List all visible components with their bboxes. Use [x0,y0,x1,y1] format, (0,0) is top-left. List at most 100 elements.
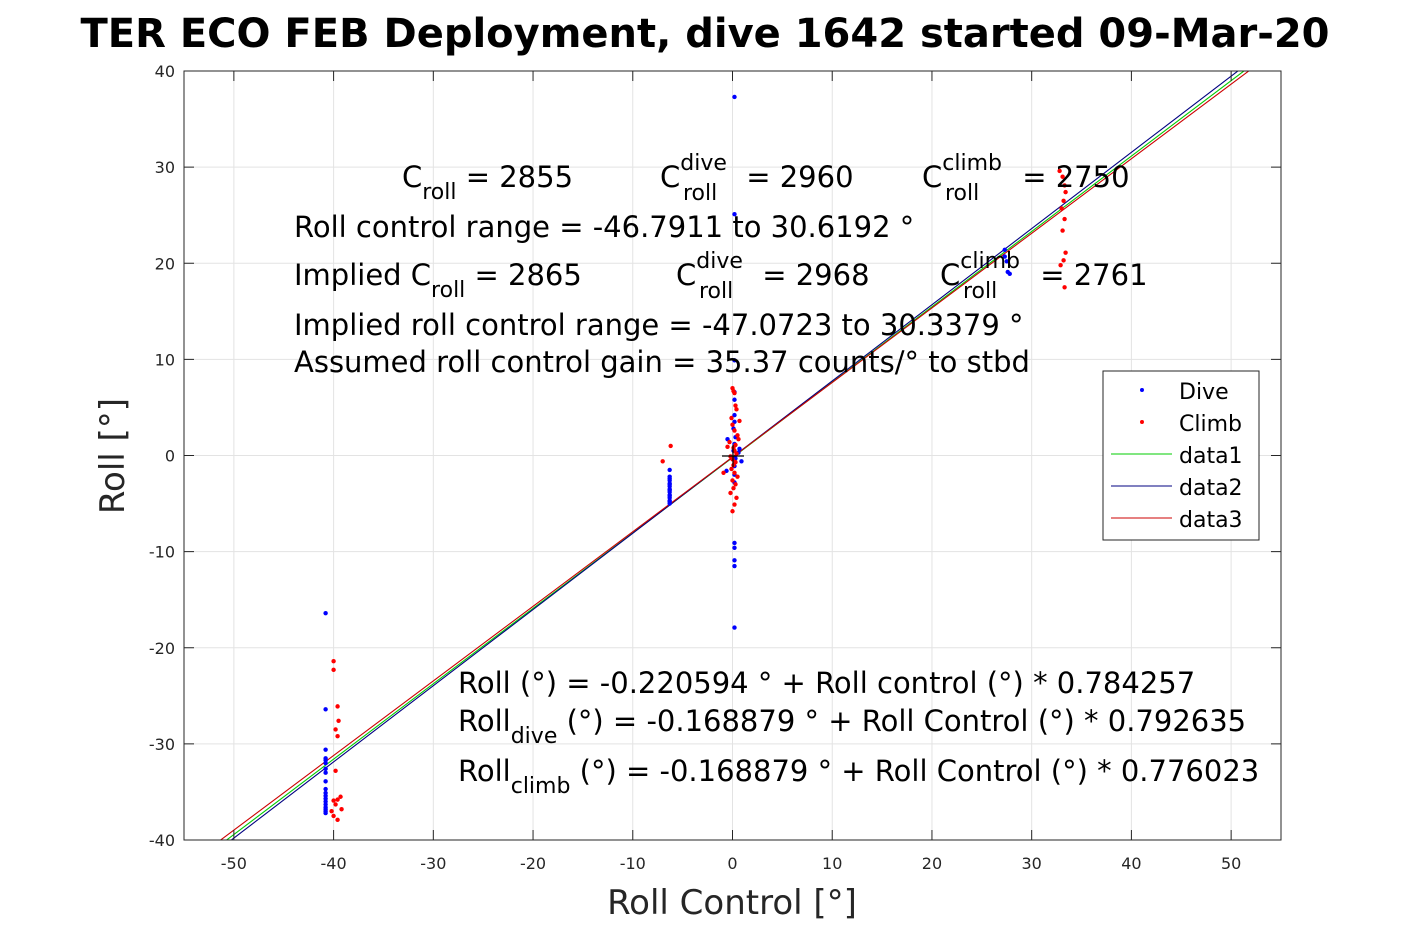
chart-title: TER ECO FEB Deployment, dive 1642 starte… [80,11,1329,57]
dive-point [732,545,737,550]
climb-point [335,817,340,823]
legend-entry-data2: data2 [1111,476,1243,501]
y-tick-label: 10 [155,350,175,369]
y-tick-label: -40 [149,831,175,850]
dive-point [323,810,328,816]
x-tick-label: -20 [520,854,546,873]
legend: Dive Climb data1 data2 data3 [1102,370,1260,541]
climb-point [331,667,336,673]
climb-point [335,733,340,739]
annotation-fit-dive: Rolldive (°) = -0.168879 ° + Roll Contro… [458,704,1246,749]
legend-entry-climb: Climb [1140,412,1242,437]
dive-point [732,358,737,363]
climb-point [734,407,739,412]
dive-point [667,487,672,493]
legend-label-dive: Dive [1179,380,1229,405]
annotation-range: Roll control range = -46.7911 to 30.6192… [294,210,914,244]
x-tick-label: 20 [922,854,942,873]
dive-point [1002,254,1007,259]
dive-point [323,786,328,792]
annotation-implied-range: Implied roll control range = -47.0723 to… [294,308,1024,342]
dive-point [667,499,672,504]
x-tick-label: -50 [221,854,247,873]
annotation-fit-climb: Rollclimb (°) = -0.168879 ° + Roll Contr… [458,754,1259,799]
x-tick-label: -40 [321,854,347,873]
dive-point [1004,259,1009,264]
climb-point [735,474,740,479]
legend-entry-data1: data1 [1111,444,1243,469]
climb-point [1063,250,1068,255]
legend-entry-dive: Dive [1140,380,1229,405]
climb-point [729,466,734,472]
y-tick-label: 30 [155,158,175,177]
climb-point [1062,183,1067,188]
climb-point [1062,216,1067,222]
dive-point [732,94,737,100]
climb-point [737,418,742,424]
climb-point [1059,206,1064,211]
dive-point [323,610,328,616]
climb-point [721,470,726,476]
climb-point [732,428,737,433]
x-axis-label: Roll Control [°] [607,883,857,923]
climb-point [1058,262,1063,268]
dive-point [732,212,737,217]
dive-point [732,558,737,563]
dive-point [739,459,744,464]
annotation-c-roll-climb: Cclimb roll = 2750 [922,151,1130,206]
climb-point [732,470,737,476]
climb-point [1060,228,1065,233]
climb-point [730,478,735,483]
climb-point [727,439,732,445]
x-tick-label: 0 [727,854,737,873]
y-tick-label: -30 [149,735,175,754]
y-tick-label: 40 [155,62,175,81]
climb-point [339,807,344,812]
climb-point [728,490,733,496]
dive-point [737,446,742,451]
climb-point [338,794,343,799]
dive-point [732,625,737,630]
x-tick-label: 30 [1022,854,1042,873]
climb-point [1063,189,1068,195]
x-tick-label: -10 [620,854,646,873]
tick-labels: -50 -40 -30 -20 -10 0 10 20 30 40 50 -40 -30 -20 -10 0 1… [149,62,1241,873]
dive-point [1007,271,1012,277]
climb-point [725,444,730,450]
climb-point [336,718,341,724]
legend-entry-data3: data3 [1111,508,1243,533]
climb-point [729,415,734,421]
dive-point [667,493,672,499]
climb-point [333,768,338,773]
climb-point [735,433,740,438]
annotation-fit-all: Roll (°) = -0.220594 ° + Roll control (°… [458,666,1195,700]
climb-point [333,727,338,732]
legend-marker-climb [1140,420,1144,424]
data-points [323,94,1068,823]
climb-point [1057,168,1062,174]
annotation-implied-c-roll: Implied Croll = 2865 [294,258,582,303]
dive-point [732,412,737,418]
climb-point [1062,285,1067,290]
y-axis-label: Roll [°] [93,398,133,514]
dive-point [732,563,737,569]
climb-point [668,443,673,449]
climb-point [329,808,334,814]
annotation-c-roll-dive: Cdive roll = 2960 [660,151,854,206]
annotation-implied-c-climb: Cclimb roll = 2761 [940,249,1148,304]
climb-point [333,802,338,807]
climb-point [335,797,340,802]
dive-point [1002,247,1007,252]
climb-point [734,495,739,500]
dive-point [667,467,672,473]
legend-label-climb: Climb [1179,412,1242,437]
climb-point [1060,174,1065,179]
legend-label-data1: data1 [1179,444,1243,469]
climb-point [734,451,739,456]
axis-ticks [184,70,1281,841]
climb-point [730,422,735,427]
climb-point [1061,198,1066,203]
dive-point [323,779,328,784]
legend-label-data3: data3 [1179,508,1243,533]
legend-box [1102,370,1260,541]
